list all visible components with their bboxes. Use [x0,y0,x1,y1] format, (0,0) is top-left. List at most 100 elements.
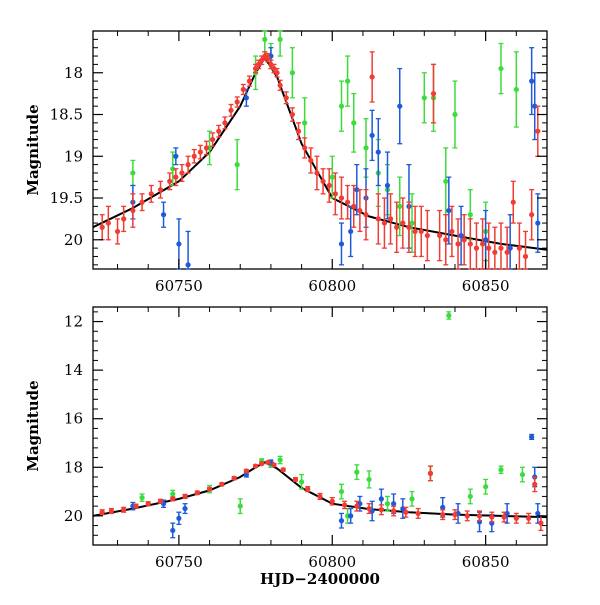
marker [121,216,127,222]
marker [271,65,277,72]
marker [256,61,262,68]
marker [498,245,504,251]
marker [332,191,338,197]
top-blue-data-point [348,205,354,258]
marker [246,78,253,84]
bottom-red-data-point [133,503,139,509]
marker [329,174,335,180]
top-red-data-point [492,226,498,270]
marker [289,70,295,76]
top-blue-data-point [446,176,452,245]
marker [525,515,532,521]
marker [378,507,384,513]
top-x-tick-label: 60750 [155,277,203,295]
marker [216,128,222,134]
marker [421,95,427,101]
top-red-data-point [363,189,369,241]
marker [185,262,191,268]
marker [535,128,541,134]
marker [375,149,381,155]
top-red-data-point [228,103,234,117]
top-plot-frame [92,30,548,270]
top-panel: 60750 60800 60850 18 18.5 19 19.5 20 Magnitude [24,30,548,295]
top-red-data-point [510,180,516,224]
top-blue-data-point [369,109,375,162]
top-green-data-point [234,138,240,191]
marker [105,220,111,226]
bottom-x-axis-label: HJD−2400000 [260,570,380,588]
top-red-data-point [121,205,127,233]
bottom-red-data-point [157,498,164,504]
marker [369,74,375,80]
bottom-green-data-point [338,483,345,500]
marker [234,162,240,168]
marker [210,136,216,143]
marker [280,467,286,473]
marker [369,132,375,138]
marker [538,520,544,526]
marker [145,501,151,507]
top-y-tick-label: 19.5 [50,189,83,207]
top-blue-data-point [529,47,535,116]
bottom-red-data-point [489,511,495,523]
top-red-data-point [105,205,111,241]
top-blue-data-point [532,72,538,141]
top-red-data-point [130,193,136,228]
bottom-red-data-point [252,463,259,469]
marker [305,486,311,492]
bottom-red-data-point [513,512,519,524]
top-red-data-point [289,107,295,122]
marker [99,224,105,230]
marker [354,469,360,475]
bottom-green-data-point [467,488,473,505]
bottom-red-data-point [452,509,458,521]
top-y-tick-label: 20 [64,231,83,249]
bottom-red-data-point [538,515,544,532]
marker [234,99,240,105]
marker [203,145,210,151]
marker [243,471,249,478]
marker [498,65,504,72]
top-blue-data-point [185,230,191,270]
top-green-data-point [170,151,176,187]
bottom-red-data-point [378,504,384,516]
top-red-data-point [283,91,289,105]
top-green-data-point [262,30,268,53]
marker [455,241,461,247]
bottom-red-data-point [108,507,115,515]
marker [483,237,489,243]
bottom-blue-data-point [535,503,541,524]
bottom-red-data-point [366,503,372,515]
marker [308,157,314,164]
bottom-plot-frame [92,306,548,546]
marker [157,187,164,193]
marker [397,103,403,109]
marker [182,505,188,512]
marker [486,245,492,251]
bottom-data-layer [99,311,544,539]
marker [222,120,228,126]
bottom-red-data-point [464,510,470,522]
marker [173,153,179,159]
marker [170,491,176,497]
marker [240,86,246,93]
top-red-data-point [418,205,424,258]
bottom-x-tick-label: 60800 [308,553,356,571]
top-y-tick-label: 19 [64,147,83,165]
marker [535,510,541,517]
marker [219,481,225,487]
marker [403,509,409,515]
bottom-red-data-point [271,462,277,468]
marker [394,224,400,230]
bottom-x-tick-label: 60850 [462,553,510,571]
top-red-data-point [351,184,357,228]
marker [121,507,127,513]
top-red-data-point [216,124,222,138]
top-red-data-point [197,144,203,160]
top-red-data-point [295,122,302,141]
marker [381,220,388,226]
top-y-tick-label: 18 [64,64,83,82]
bottom-tick-layer: 60750 60800 60850 12 14 16 18 20 [64,307,548,571]
top-blue-data-point [384,151,391,220]
